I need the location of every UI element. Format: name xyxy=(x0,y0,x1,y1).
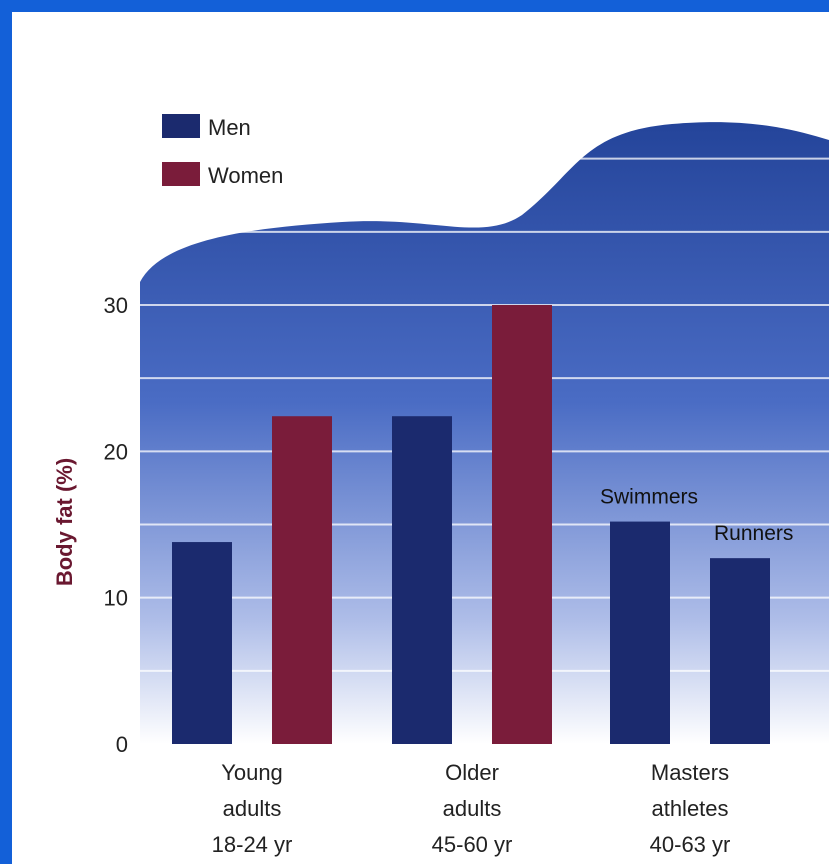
bar-women xyxy=(492,305,552,744)
bar-men xyxy=(392,416,452,744)
gridlines xyxy=(140,157,829,672)
y-tick-label: 30 xyxy=(104,293,128,318)
category-label: 40-63 yr xyxy=(650,832,731,857)
bar-men xyxy=(710,558,770,744)
slide-frame: 0 10 20 30 Young adults 18-24 yr Older adults 45… xyxy=(12,12,829,864)
category-label: 18-24 yr xyxy=(212,832,293,857)
category-labels: Young adults 18-24 yr Older adults 45-60 yr Ma… xyxy=(212,760,731,857)
legend-label: Men xyxy=(208,115,251,140)
category-label: adults xyxy=(443,796,502,821)
bar-men xyxy=(172,542,232,744)
bar-annotation: Swimmers xyxy=(600,486,698,509)
category-label: 45-60 yr xyxy=(432,832,513,857)
category-label: Masters xyxy=(651,760,729,785)
annotations: Swimmers Runners xyxy=(600,486,793,546)
category-label: athletes xyxy=(651,796,728,821)
legend-swatch-women xyxy=(162,162,200,186)
category-label: Young xyxy=(221,760,283,785)
bar-men xyxy=(610,521,670,744)
bar-annotation: Runners xyxy=(714,522,793,545)
y-tick-label: 0 xyxy=(116,732,128,757)
bars xyxy=(172,305,770,744)
y-tick-label: 20 xyxy=(104,439,128,464)
category-label: adults xyxy=(223,796,282,821)
category-label: Older xyxy=(445,760,499,785)
y-axis-label: Body fat (%) xyxy=(52,458,77,586)
body-fat-bar-chart: 0 10 20 30 Young adults 18-24 yr Older adults 45… xyxy=(52,114,829,857)
legend-swatch-men xyxy=(162,114,200,138)
legend: Men Women xyxy=(162,114,283,188)
y-tick-label: 10 xyxy=(104,586,128,611)
legend-label: Women xyxy=(208,163,283,188)
bar-women xyxy=(272,416,332,744)
y-axis-ticks: 0 10 20 30 xyxy=(104,293,128,757)
